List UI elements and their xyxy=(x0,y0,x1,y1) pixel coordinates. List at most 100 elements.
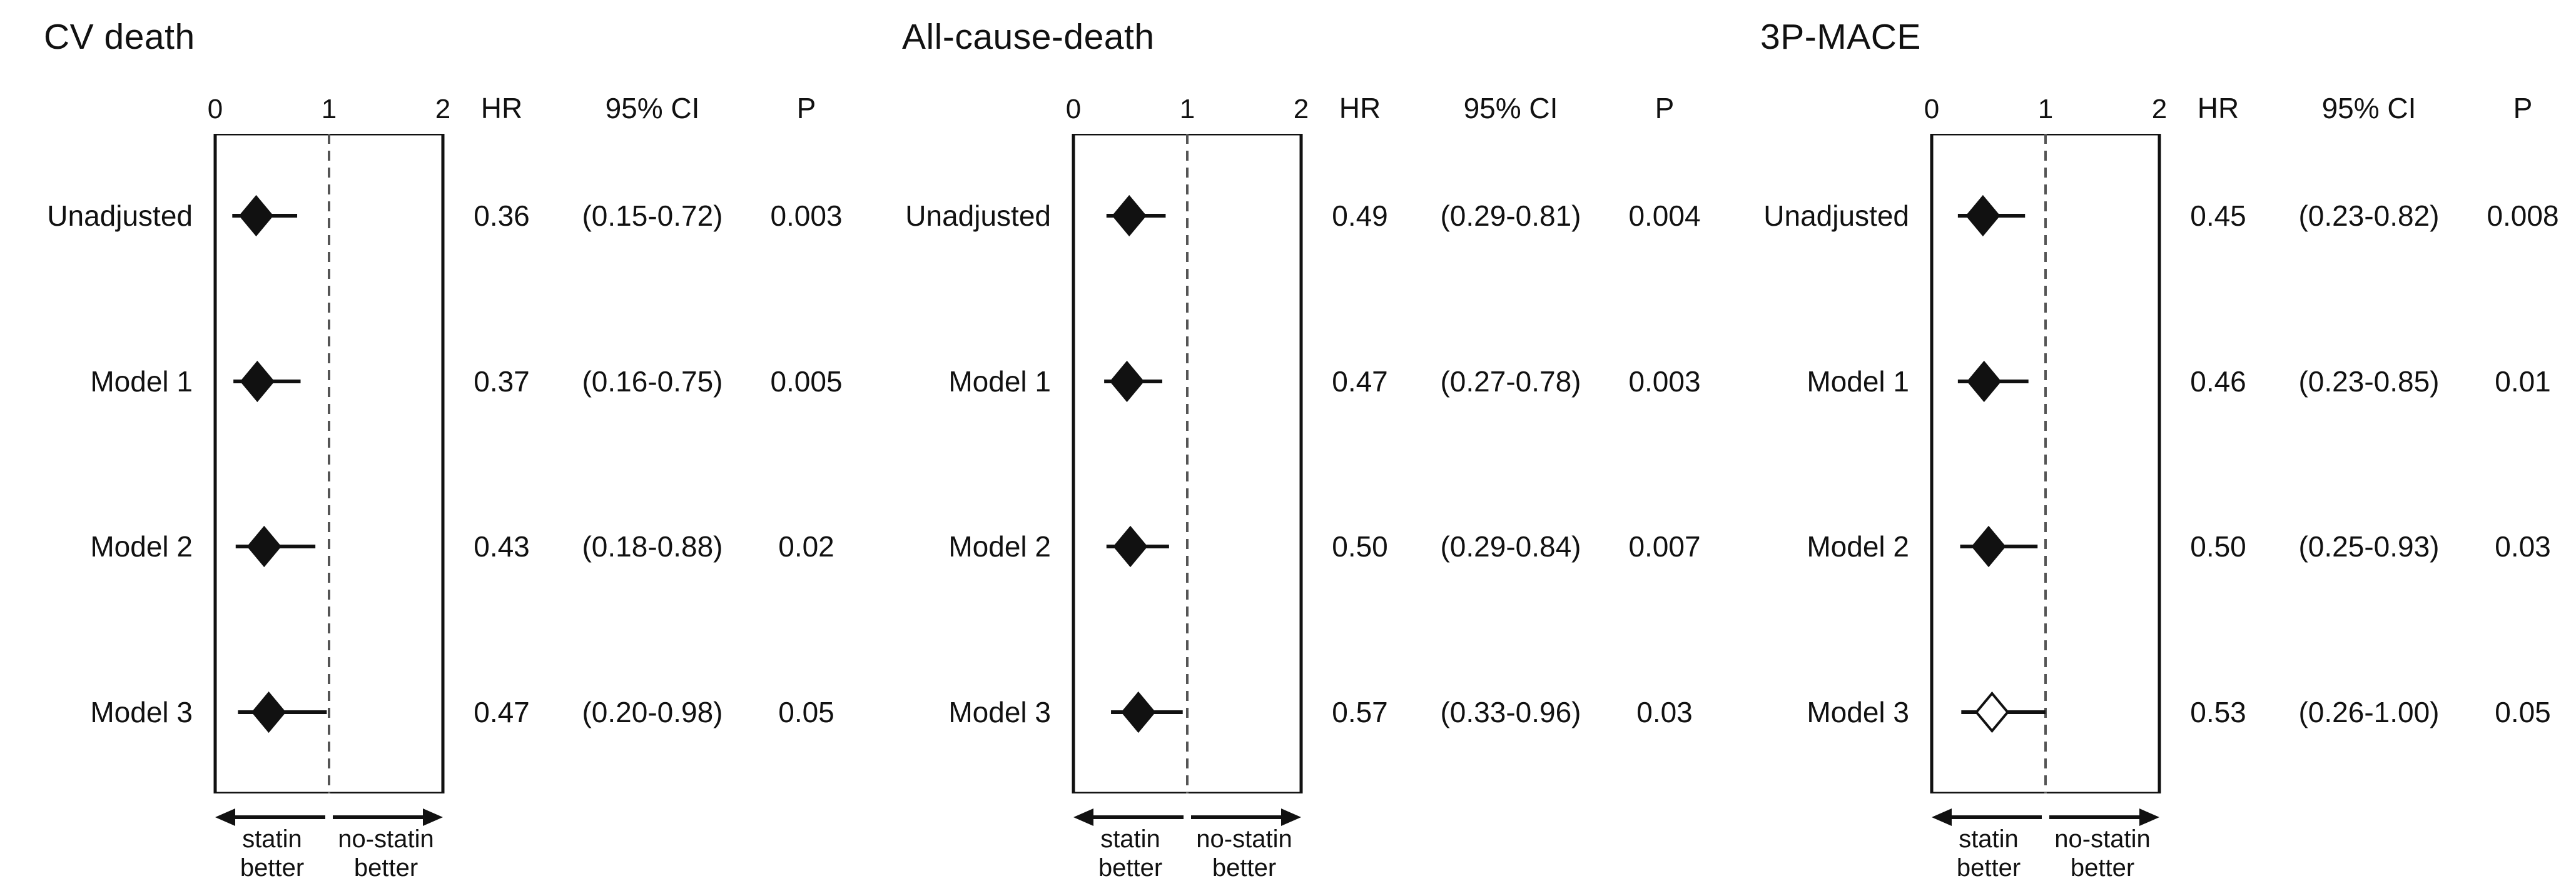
no-statin-better-label: no-statin better xyxy=(2054,825,2151,882)
ci-value: (0.29-0.84) xyxy=(1440,530,1581,563)
header-spacer xyxy=(902,125,1058,134)
row-labels-column: Unadjusted Model 1 Model 2 Model 3 xyxy=(1760,134,1917,885)
direction-labels: statin better no-statin better xyxy=(1927,825,2164,885)
panel-body: 0 1 2 HR 95% CI P Unadjusted Model 1 Mod… xyxy=(0,58,858,885)
p-value: 0.004 xyxy=(1628,199,1701,232)
row-label: Model 3 xyxy=(948,696,1051,728)
row-label: Model 1 xyxy=(948,365,1051,398)
hr-value: 0.36 xyxy=(474,199,530,232)
column-header-ci: 95% CI xyxy=(1463,92,1558,124)
diamond-marker xyxy=(1113,525,1148,568)
panel-body: 0 1 2 HR 95% CI P Unadjusted Model 1 Mod… xyxy=(1716,58,2575,885)
open-diamond-marker xyxy=(1974,691,2010,733)
diamond-marker xyxy=(240,360,275,403)
ci-value: (0.29-0.81) xyxy=(1440,199,1581,232)
ci-column: (0.23-0.82) (0.23-0.85) (0.25-0.93) (0.2… xyxy=(2272,134,2466,885)
ci-value: (0.23-0.85) xyxy=(2298,365,2440,398)
left-arrow-head xyxy=(215,808,235,826)
row-label: Model 2 xyxy=(1807,530,1909,563)
p-value: 0.02 xyxy=(778,530,834,563)
ci-value: (0.26-1.00) xyxy=(2298,696,2440,728)
p-column: 0.008 0.01 0.03 0.05 xyxy=(2476,134,2570,885)
p-value: 0.005 xyxy=(770,365,843,398)
p-value: 0.05 xyxy=(2495,696,2551,728)
panel-body: 0 1 2 HR 95% CI P Unadjusted Model 1 Mod… xyxy=(858,58,1716,885)
direction-labels: statin better no-statin better xyxy=(210,825,448,885)
hr-value: 0.46 xyxy=(2190,365,2246,398)
ci-column: (0.15-0.72) (0.16-0.75) (0.18-0.88) (0.2… xyxy=(555,134,749,885)
plot-area: statin better no-statin better xyxy=(1068,134,1306,885)
row-label: Model 1 xyxy=(90,365,193,398)
column-header-p: P xyxy=(1655,92,1675,124)
plot-box xyxy=(1930,134,2161,793)
hr-column: 0.36 0.37 0.43 0.47 xyxy=(458,134,545,885)
diamond-marker xyxy=(1965,194,2000,237)
right-arrow-head xyxy=(1281,808,1301,826)
x-tick-2: 2 xyxy=(435,94,451,124)
ci-column: (0.29-0.81) (0.27-0.78) (0.29-0.84) (0.3… xyxy=(1414,134,1608,885)
x-axis-ticks: 0 1 2 xyxy=(1924,94,2167,134)
p-column: 0.004 0.003 0.007 0.03 xyxy=(1618,134,1711,885)
markers-group xyxy=(1104,194,1183,733)
row-label: Unadjusted xyxy=(1763,199,1909,232)
p-value: 0.03 xyxy=(1636,696,1693,728)
p-value: 0.003 xyxy=(770,199,843,232)
panel-all-cause-death: All-cause-death 0 1 2 HR 95% CI P Unadju… xyxy=(858,0,1716,886)
markers-group xyxy=(232,194,327,733)
ci-value: (0.20-0.98) xyxy=(582,696,723,728)
markers-group xyxy=(1957,194,2046,733)
diamond-marker xyxy=(1967,360,2002,403)
hr-value: 0.50 xyxy=(1332,530,1388,563)
hr-value: 0.57 xyxy=(1332,696,1388,728)
hr-column: 0.45 0.46 0.50 0.53 xyxy=(2174,134,2262,885)
direction-arrows xyxy=(1932,808,2159,826)
hr-column: 0.49 0.47 0.50 0.57 xyxy=(1316,134,1404,885)
diamond-marker xyxy=(238,194,274,237)
diamond-marker xyxy=(1121,691,1156,733)
hr-value: 0.47 xyxy=(474,696,530,728)
row-label: Model 1 xyxy=(1807,365,1909,398)
row-labels-column: Unadjusted Model 1 Model 2 Model 3 xyxy=(44,134,200,885)
ci-value: (0.33-0.96) xyxy=(1440,696,1581,728)
diamond-marker xyxy=(1112,194,1147,237)
x-tick-2: 2 xyxy=(2151,94,2168,124)
right-arrow-head xyxy=(2139,808,2159,826)
ci-value: (0.15-0.72) xyxy=(582,199,723,232)
plot-area: statin better no-statin better xyxy=(210,134,448,885)
hr-value: 0.53 xyxy=(2190,696,2246,728)
statin-better-label: statin better xyxy=(1956,825,2021,882)
panel-title: 3P-MACE xyxy=(1760,17,1921,57)
ci-value: (0.23-0.82) xyxy=(2298,199,2440,232)
p-value: 0.05 xyxy=(778,696,834,728)
plot-area: statin better no-statin better xyxy=(1927,134,2164,885)
x-tick-1: 1 xyxy=(2037,94,2054,124)
row-labels-column: Unadjusted Model 1 Model 2 Model 3 xyxy=(902,134,1058,885)
column-header-ci: 95% CI xyxy=(605,92,700,124)
left-arrow-head xyxy=(1932,808,1952,826)
right-arrow-head xyxy=(423,808,443,826)
hr-value: 0.49 xyxy=(1332,199,1388,232)
row-label: Unadjusted xyxy=(905,199,1051,232)
hr-value: 0.43 xyxy=(474,530,530,563)
p-value: 0.008 xyxy=(2487,199,2559,232)
header-spacer xyxy=(1760,125,1917,134)
statin-better-label: statin better xyxy=(240,825,305,882)
statin-better-label: statin better xyxy=(1098,825,1163,882)
ci-value: (0.16-0.75) xyxy=(582,365,723,398)
column-header-hr: HR xyxy=(2197,92,2239,124)
panel-title: CV death xyxy=(44,17,195,57)
forest-plot-svg xyxy=(1930,134,2161,793)
row-label: Model 2 xyxy=(948,530,1051,563)
p-value: 0.003 xyxy=(1628,365,1701,398)
column-header-p: P xyxy=(796,92,816,124)
no-statin-better-label: no-statin better xyxy=(1196,825,1292,882)
plot-box xyxy=(1072,134,1303,793)
row-label: Model 2 xyxy=(90,530,193,563)
direction-labels: statin better no-statin better xyxy=(1068,825,1306,885)
forest-plot-svg xyxy=(213,134,445,793)
hr-value: 0.37 xyxy=(474,365,530,398)
row-label: Unadjusted xyxy=(47,199,193,232)
panel-3p-mace: 3P-MACE 0 1 2 HR 95% CI P Unadjusted Mod… xyxy=(1716,0,2575,886)
row-label: Model 3 xyxy=(1807,696,1909,728)
